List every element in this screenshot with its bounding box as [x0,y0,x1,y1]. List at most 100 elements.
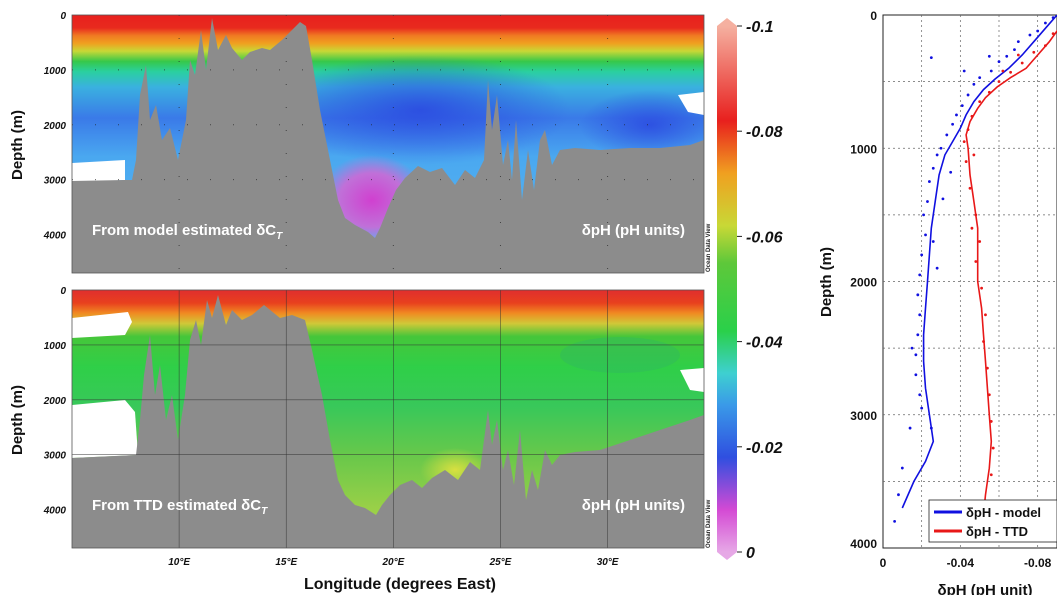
profile-scatter-point [922,213,925,217]
profile-scatter-point [962,140,966,143]
profile-scatter-point [1016,40,1020,44]
profile-scatter-point [1013,48,1016,52]
profile-ytick-label: 2000 [850,276,877,290]
section-ytick-label: 1000 [44,66,67,77]
bottom-xticks: 10°E 15°E 20°E 25°E 30°E [168,557,619,568]
profile-ytick-label: 1000 [850,142,877,156]
colorbar-bottom-arrow [717,552,737,560]
profile-scatter-point [997,80,1001,84]
profile-scatter-point [920,253,924,257]
profile-scatter-point [1001,69,1005,73]
profile-scatter-point [945,133,949,137]
section-ytick-label: 4000 [43,506,67,517]
colorbar: -0.1 -0.08 -0.06 -0.04 -0.02 0 [717,18,783,562]
bottom-section-green-east [560,337,680,373]
profile-line-ttd [965,29,1057,515]
profile-scatter-point [987,54,991,58]
profile-scatter-point [1036,29,1040,33]
section-ytick-label: 0 [60,11,66,22]
colorbar-ticks: -0.1 -0.08 -0.06 -0.04 -0.02 0 [737,19,783,562]
profile-scatter-point [1009,70,1012,74]
section-ytick-label: 1000 [44,341,67,352]
profile-scatter-point [897,493,900,497]
profile-scatter-point [941,197,945,201]
top-yticks: 0 1000 2000 3000 4000 [43,11,67,242]
profile-scatter-point [918,313,922,317]
profile-scatter-point [939,146,943,150]
profile-scatter-point [978,76,982,80]
profile-xlabel: δpH (pH unit) [938,582,1033,595]
profile-xticks: 0 -0.04 -0.08 [880,556,1052,570]
profile-scatter-point [974,260,978,263]
colorbar-tick-label: 0 [746,545,755,562]
section-ytick-label: 2000 [43,396,67,407]
section-ytick-label: 0 [60,286,66,297]
section-ytick-label: 3000 [44,176,67,187]
profile-scatter-point [972,153,976,157]
top-watermark: Ocean Data View [706,223,712,272]
section-ytick-label: 4000 [43,231,67,242]
profile-legend: δpH - model δpH - TTD [928,499,1057,543]
top-section-panel [72,15,704,273]
profile-scatter-point [989,473,993,477]
profile-scatter-point [914,373,918,377]
profile-line-model [901,15,1057,509]
profile-scatter-point [931,240,935,243]
profile-scatter-point [951,122,954,126]
bottom-section-seafloor [72,295,704,548]
profile-scatter-point [997,60,1001,64]
colorbar-tick-label: -0.06 [746,229,783,246]
profile-scatter-point [914,353,918,357]
profile-scatter-point [935,266,939,270]
bottom-section-frame [71,289,705,549]
xtick-label-lon: 20°E [381,557,404,568]
bottom-xlabel: Longitude (degrees East) [304,576,496,593]
profile-scatter-point [918,273,922,277]
colorbar-tick-label: -0.1 [746,19,774,36]
bottom-section-white-west-upper [72,312,132,338]
profile-scatter-point [960,104,964,108]
profile-ylabel: Depth (m) [818,247,835,317]
profile-scatter-point [968,186,972,190]
bottom-section-panel [72,290,704,548]
colorbar-tick-label: -0.02 [746,440,783,457]
colorbar-body [717,26,737,552]
profile-scatter-point [929,56,933,60]
top-ylabel: Depth (m) [9,110,26,180]
profile-scatter-point [966,93,970,97]
top-section-frame [71,14,705,274]
profile-scatter-point [991,446,995,450]
profile-scatter-point [978,100,982,104]
profile-scatter-point [1044,21,1047,25]
top-annotation-right: δpH (pH units) [582,222,685,239]
bottom-section-grid [72,290,704,548]
colorbar-tick-label: -0.04 [746,335,783,352]
profile-scatter-point [928,180,931,183]
profile-scatter-point [962,69,966,73]
profile-scatter-point [908,426,912,430]
profile-legend-box [928,499,1057,543]
profile-scatter-point [931,166,935,170]
profile-yticks: 0 1000 2000 3000 4000 [850,9,877,551]
profile-ytick-label: 0 [870,9,877,23]
profile-scatter-point [893,519,896,523]
profile-scatter-point [916,333,920,337]
profile-scatter-point [989,69,993,73]
colorbar-top-arrow [717,18,737,26]
profile-scatter-point [955,113,958,117]
bottom-annotation-left: From TTD estimated δCT [92,497,268,517]
profile-scatter-point [970,226,974,230]
bottom-section-white-east [680,368,704,392]
profile-ytick-label: 3000 [850,409,877,423]
xtick-label-lon: 25°E [489,557,512,568]
profile-xtick-label: -0.04 [947,556,975,570]
profile-scatter-point [910,346,914,350]
profile-grid [883,15,1057,548]
colorbar-tick-label: -0.08 [746,124,783,141]
profile-scatter-point [916,293,920,297]
top-section-blue-east [580,90,704,160]
bottom-section-white-west-lower [72,400,138,458]
bottom-annotation-right: δpH (pH units) [582,497,685,514]
